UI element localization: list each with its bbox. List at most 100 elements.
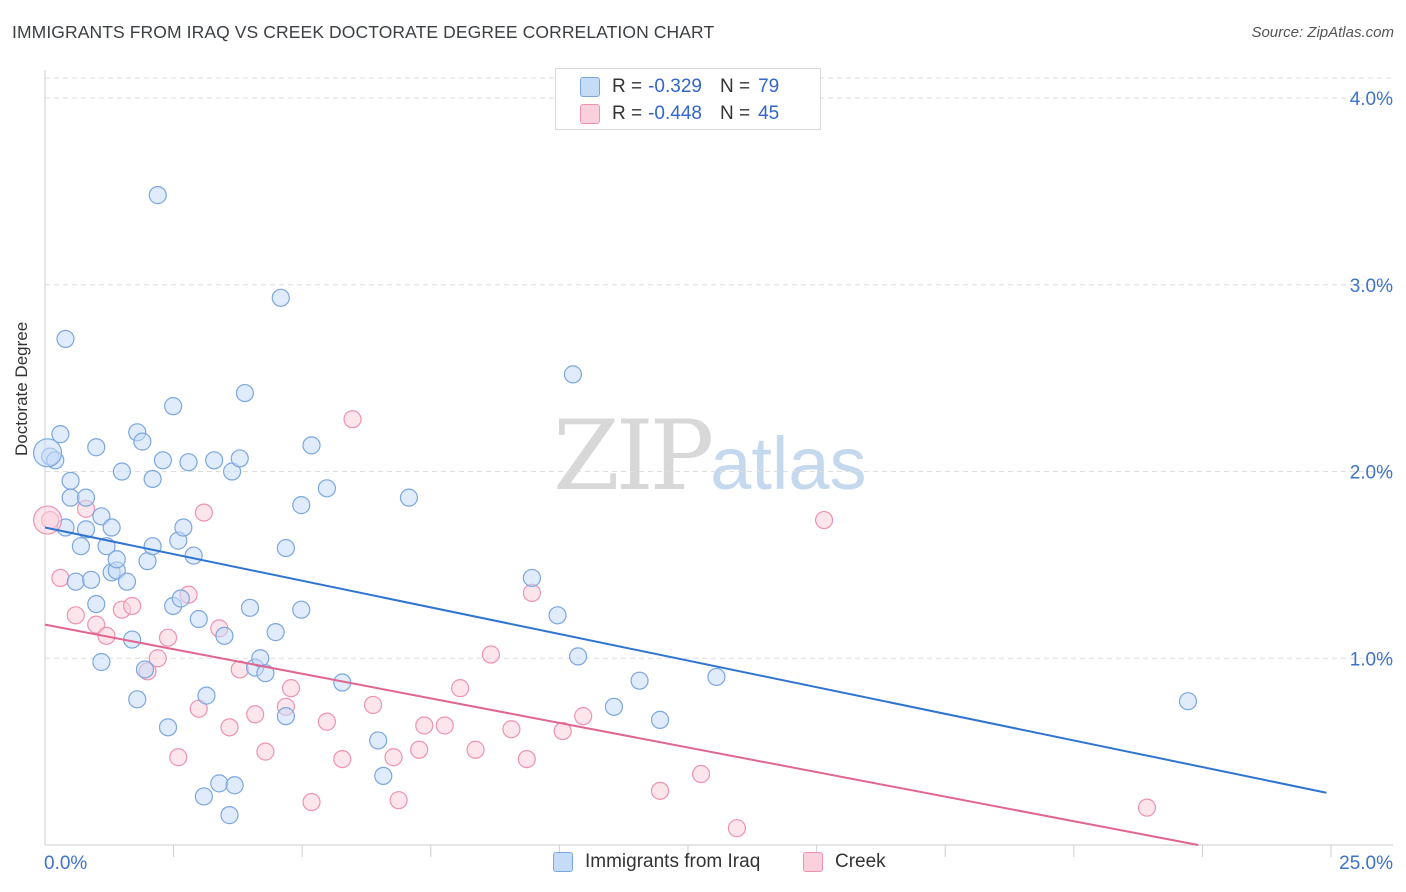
- y-axis-label: Doctorate Degree: [12, 321, 31, 456]
- data-point-iraq: [189, 609, 208, 629]
- legend-row-creek: R = -0.448 N = 45: [580, 102, 779, 126]
- data-point-iraq: [71, 537, 90, 556]
- data-point-creek: [574, 707, 593, 726]
- data-point-creek: [246, 705, 265, 724]
- data-point-creek: [281, 679, 301, 698]
- legend-r-value: -0.448: [648, 103, 702, 124]
- data-point-iraq: [220, 806, 239, 825]
- trend-line-creek: [44, 623, 1199, 846]
- data-point-iraq: [92, 652, 111, 672]
- legend-swatch-iraq: [580, 77, 600, 97]
- data-point-creek: [194, 503, 213, 522]
- data-point-creek: [220, 718, 239, 737]
- legend-swatch-iraq: [553, 852, 573, 872]
- data-point-iraq: [92, 507, 111, 526]
- data-point-iraq: [194, 787, 213, 806]
- data-point-iraq: [135, 660, 155, 679]
- data-point-iraq: [153, 451, 172, 470]
- watermark-atlas: atlas: [710, 422, 867, 505]
- legend-swatch-creek: [580, 104, 600, 124]
- data-point-iraq: [317, 479, 337, 498]
- data-point-iraq: [650, 710, 670, 729]
- legend-n-value: 45: [758, 103, 780, 124]
- legend-item-creek[interactable]: Creek: [803, 851, 886, 873]
- data-point-iraq: [230, 449, 249, 468]
- data-point-iraq: [374, 766, 393, 786]
- y-tick-label: 3.0%: [1350, 276, 1393, 297]
- data-point-creek: [158, 628, 178, 647]
- data-point-iraq: [174, 518, 193, 537]
- data-point-iraq: [302, 436, 321, 455]
- y-tick-label: 4.0%: [1350, 89, 1393, 110]
- data-point-iraq: [630, 671, 649, 690]
- data-point-creek: [691, 764, 711, 784]
- data-point-creek: [51, 568, 70, 588]
- source-credit: Source: ZipAtlas.com: [1251, 24, 1394, 41]
- data-point-creek: [435, 716, 454, 735]
- y-tick-label: 1.0%: [1350, 649, 1393, 670]
- data-point-creek: [481, 645, 501, 664]
- x-tick-label: 25.0%: [1339, 853, 1393, 874]
- data-point-creek: [384, 748, 403, 767]
- data-point-iraq: [225, 776, 244, 795]
- data-point-iraq: [87, 438, 106, 457]
- data-point-iraq: [76, 520, 96, 539]
- data-point-iraq: [51, 425, 70, 444]
- data-point-iraq: [240, 598, 260, 617]
- data-point-iraq: [197, 686, 216, 705]
- legend-item-iraq[interactable]: Immigrants from Iraq: [553, 851, 760, 873]
- legend-n-label: N =: [719, 103, 751, 124]
- data-point-creek: [123, 596, 142, 616]
- data-point-creek: [502, 720, 521, 739]
- data-point-creek: [814, 510, 834, 530]
- data-point-creek: [650, 781, 670, 800]
- legend-n-label: N =: [719, 76, 751, 97]
- legend-label-iraq: Immigrants from Iraq: [585, 851, 761, 872]
- data-point-creek: [389, 791, 408, 810]
- data-point-creek: [343, 410, 362, 429]
- data-point-iraq: [399, 488, 419, 507]
- data-point-creek: [1137, 798, 1157, 817]
- data-point-iraq: [61, 471, 80, 490]
- data-point-iraq: [369, 731, 388, 750]
- data-point-iraq: [158, 718, 178, 737]
- data-point-iraq: [87, 594, 106, 614]
- data-point-iraq: [143, 537, 162, 556]
- data-point-iraq: [563, 365, 583, 384]
- data-point-iraq: [205, 451, 224, 470]
- correlation-legend: R = -0.329 N = 79 R = -0.448 N = 45: [555, 68, 821, 130]
- data-point-iraq: [148, 186, 167, 205]
- legend-n-value: 79: [758, 76, 780, 97]
- data-point-iraq: [266, 623, 285, 642]
- data-point-iraq: [292, 496, 311, 515]
- data-point-iraq: [128, 690, 147, 709]
- data-point-creek: [363, 695, 383, 715]
- data-point-iraq: [102, 518, 121, 537]
- series-legend: Immigrants from Iraq Creek: [0, 851, 1406, 877]
- data-point-iraq: [82, 570, 101, 589]
- data-point-iraq: [292, 600, 311, 619]
- watermark: ZIPatlas: [553, 400, 867, 512]
- data-point-creek: [66, 606, 85, 625]
- data-point-iraq: [143, 469, 162, 489]
- data-point-iraq: [117, 572, 137, 591]
- watermark-zip: ZIP: [553, 400, 714, 512]
- data-point-creek: [169, 748, 188, 767]
- data-point-creek: [256, 742, 275, 761]
- legend-swatch-creek: [803, 852, 823, 872]
- data-point-creek: [517, 749, 536, 769]
- data-point-iraq: [276, 538, 295, 558]
- data-point-creek: [415, 716, 434, 735]
- data-point-iraq: [276, 707, 295, 726]
- data-point-creek: [727, 819, 747, 838]
- data-point-creek: [302, 792, 321, 812]
- data-point-iraq: [256, 664, 275, 683]
- data-point-iraq: [76, 488, 96, 507]
- data-point-iraq: [61, 488, 80, 507]
- data-point-creek: [148, 649, 167, 668]
- data-point-iraq: [32, 438, 63, 468]
- data-point-creek: [32, 505, 63, 535]
- data-point-creek: [333, 749, 352, 769]
- data-point-creek: [317, 712, 337, 731]
